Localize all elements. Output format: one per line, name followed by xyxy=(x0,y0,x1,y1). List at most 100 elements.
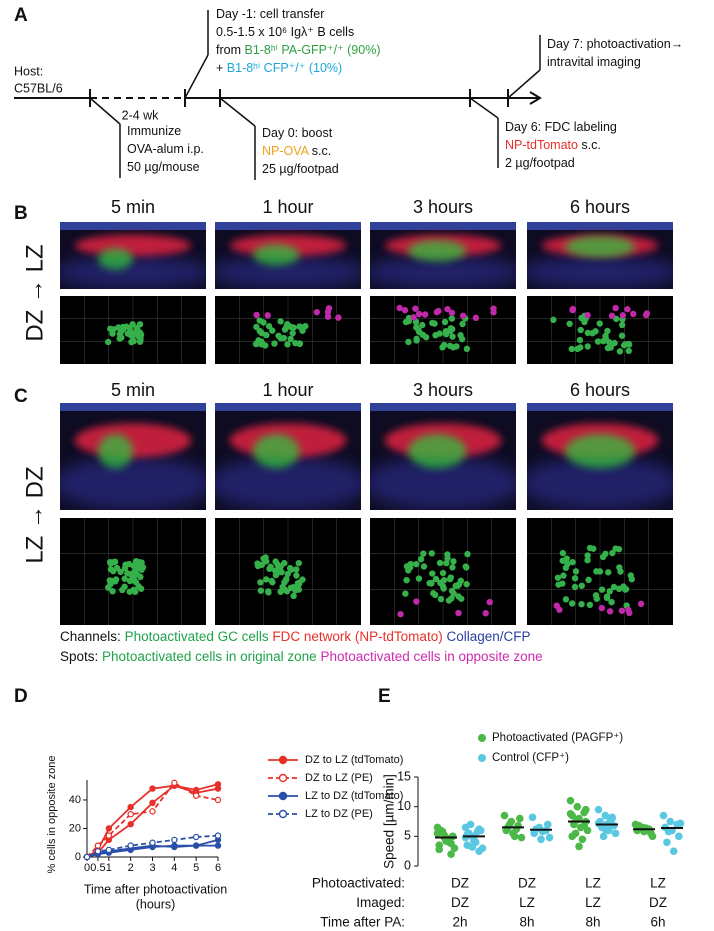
spot xyxy=(258,561,266,568)
legend-label: DZ to LZ (tdTomato) xyxy=(305,754,403,766)
spot xyxy=(129,576,137,584)
spot xyxy=(257,587,265,594)
spot xyxy=(415,575,423,582)
data-point xyxy=(475,825,483,834)
spot xyxy=(625,347,632,355)
data-point xyxy=(573,802,582,811)
spot xyxy=(109,588,116,595)
spot xyxy=(447,574,454,581)
panel-label: B xyxy=(14,203,28,224)
text-segment: 25 µg/footpad xyxy=(262,162,339,176)
y-axis-label: Speed [µm/min] xyxy=(382,774,397,869)
spot xyxy=(450,590,457,597)
data-point xyxy=(149,799,156,807)
collagen xyxy=(370,255,516,289)
legend-line: Spots: Photoactivated cells in original … xyxy=(60,649,543,664)
image-band xyxy=(60,222,206,230)
spot xyxy=(126,324,133,332)
legend-label: DZ to LZ (PE) xyxy=(305,772,373,784)
spot xyxy=(450,558,457,565)
legend-label: Photoactivated (PAGFP⁺) xyxy=(492,732,623,744)
collagen xyxy=(215,456,361,510)
spot xyxy=(598,586,606,593)
spot xyxy=(109,559,116,566)
legend-marker xyxy=(278,755,288,765)
event-text: NP-tdTomato s.c. xyxy=(505,138,601,152)
event-text: NP-OVA s.c. xyxy=(262,144,331,158)
spot xyxy=(464,550,471,558)
spot xyxy=(560,572,567,579)
spot xyxy=(637,600,645,608)
spot xyxy=(137,585,145,592)
spot xyxy=(430,590,437,597)
spot xyxy=(437,579,444,587)
spot xyxy=(293,572,300,579)
spot xyxy=(449,564,456,571)
data-point xyxy=(537,835,545,844)
data-point xyxy=(517,833,526,842)
legend-label: LZ to DZ (tdTomato) xyxy=(305,790,403,802)
y-axis-label: % cells in opposite zone xyxy=(46,755,58,873)
spot xyxy=(643,310,651,317)
data-point xyxy=(675,832,683,841)
host-label: Host: xyxy=(14,64,43,78)
spot xyxy=(449,333,456,340)
data-point xyxy=(575,842,583,851)
spot xyxy=(609,549,616,557)
spot xyxy=(453,343,460,350)
data-point xyxy=(127,811,134,818)
image-band xyxy=(370,222,516,230)
text-segment: 0.5-1.5 x 10⁶ Igλ⁺ B cells xyxy=(216,25,354,39)
spot xyxy=(596,568,604,575)
spot xyxy=(416,328,423,336)
spot xyxy=(426,579,433,587)
spot xyxy=(584,343,591,350)
data-point xyxy=(447,839,455,848)
spot xyxy=(127,330,134,337)
spot xyxy=(139,564,147,571)
spot xyxy=(592,328,599,335)
data-point xyxy=(594,819,603,828)
event-text: intravital imaging xyxy=(547,55,641,69)
direction-label: DZ → LZ xyxy=(21,244,48,341)
data-point xyxy=(659,811,668,820)
data-point xyxy=(663,838,671,847)
spots-image xyxy=(215,518,361,625)
spot xyxy=(295,559,302,567)
x-axis-label: Time after photoactivation xyxy=(84,882,227,896)
timeline-arrow xyxy=(529,91,542,105)
event-connector xyxy=(219,97,256,127)
micrograph xyxy=(60,222,206,289)
spot xyxy=(260,555,267,562)
micrograph xyxy=(215,222,361,289)
y-tick-label: 10 xyxy=(397,799,411,813)
spot xyxy=(569,305,577,313)
spot xyxy=(107,325,114,332)
spot xyxy=(564,560,571,568)
event-text: + B1-8ʰⁱ CFP⁺/⁺ (10%) xyxy=(216,61,342,75)
y-tick-label: 15 xyxy=(397,769,411,783)
spot xyxy=(624,306,631,313)
spot xyxy=(121,575,128,582)
text-segment: OVA-alum i.p. xyxy=(127,142,204,156)
y-tick-label: 20 xyxy=(69,822,81,834)
data-point xyxy=(214,842,222,849)
spot xyxy=(571,575,579,582)
direction-label: LZ → DZ xyxy=(21,466,48,563)
table-cell: DZ xyxy=(649,895,667,910)
spot xyxy=(482,610,489,617)
data-point xyxy=(510,832,519,841)
spot xyxy=(628,576,635,583)
spot xyxy=(610,583,618,591)
spot xyxy=(402,590,409,597)
text-segment: NP-OVA xyxy=(262,144,310,158)
spot xyxy=(277,318,284,325)
spot xyxy=(463,580,470,588)
data-point xyxy=(192,842,200,849)
collagen xyxy=(527,255,673,289)
legend-marker xyxy=(478,734,486,742)
data-point xyxy=(171,836,178,844)
spot xyxy=(280,334,288,342)
spot xyxy=(428,550,436,557)
spot xyxy=(253,323,260,331)
